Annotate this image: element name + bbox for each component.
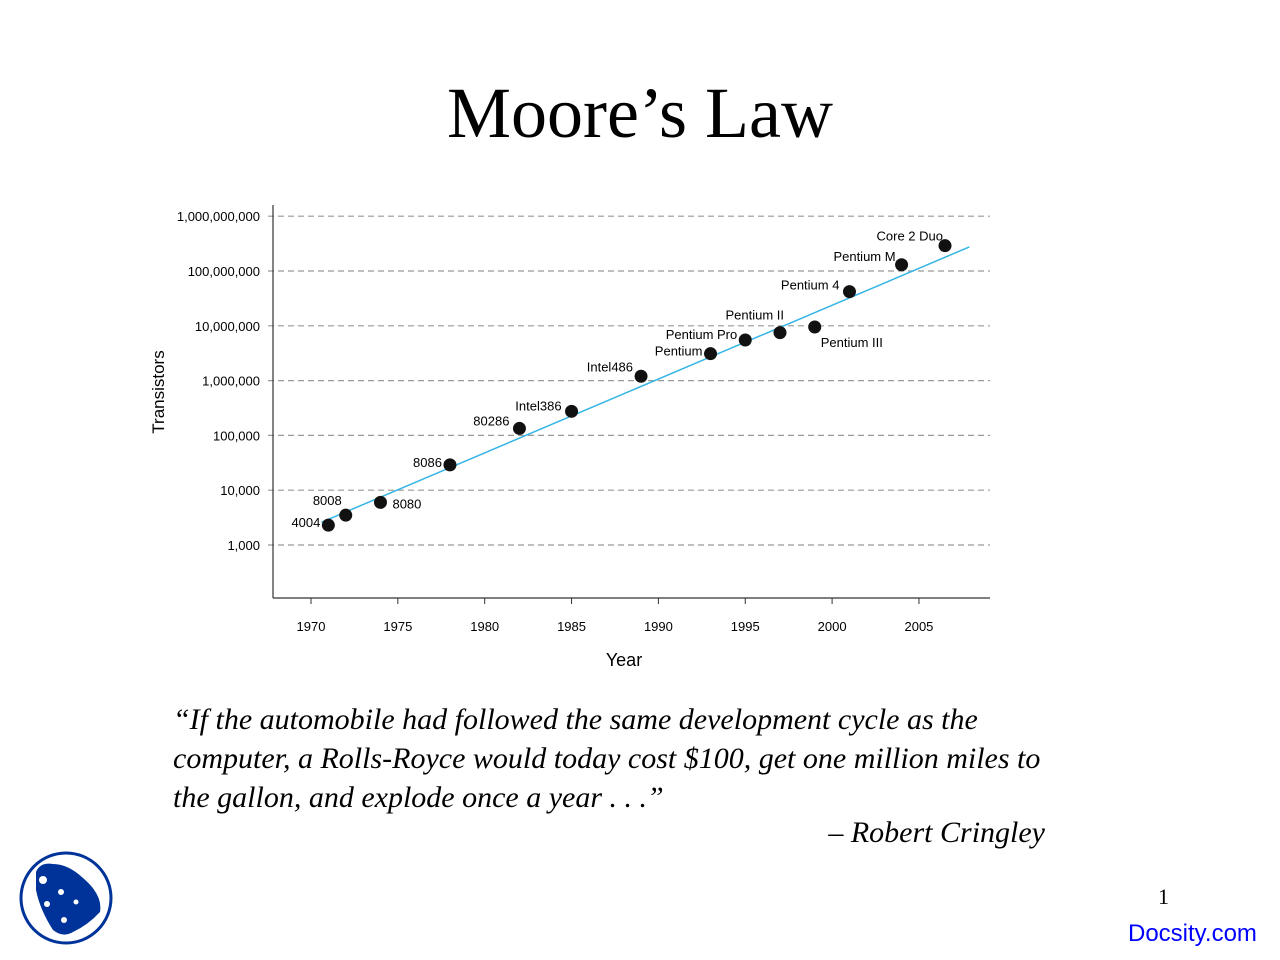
data-point bbox=[373, 495, 387, 509]
slide-title: Moore’s Law bbox=[447, 73, 833, 153]
data-label: 8086 bbox=[413, 455, 442, 470]
data-label: 4004 bbox=[291, 515, 320, 530]
data-label: Core 2 Duo bbox=[877, 229, 943, 244]
x-tick-label: 2005 bbox=[904, 619, 933, 634]
y-tick-label: 1,000,000,000 bbox=[177, 209, 260, 224]
y-tick-label: 1,000,000 bbox=[202, 374, 260, 389]
data-label: 8008 bbox=[313, 493, 342, 508]
data-point bbox=[565, 404, 579, 418]
data-point bbox=[773, 326, 787, 340]
data-point bbox=[938, 239, 952, 253]
x-axis-label: Year bbox=[606, 650, 642, 670]
quote-author: – Robert Cringley bbox=[828, 816, 1045, 849]
brand-link[interactable]: Docsity.com bbox=[1128, 920, 1257, 947]
data-label: Pentium bbox=[655, 344, 703, 359]
data-point bbox=[634, 369, 648, 383]
x-tick-label: 1995 bbox=[731, 619, 760, 634]
x-tick-label: 1980 bbox=[470, 619, 499, 634]
moores-law-chart: 1,000,000,000 100,000,000 10,000,000 1,000,… bbox=[149, 205, 990, 670]
x-tick-label: 1985 bbox=[557, 619, 586, 634]
data-point bbox=[443, 458, 457, 472]
y-tick-label: 1,000 bbox=[227, 538, 260, 553]
data-label: 80286 bbox=[473, 413, 509, 428]
docsity-logo-icon bbox=[19, 851, 113, 945]
x-tick-label: 1970 bbox=[297, 619, 326, 634]
y-tick-label: 100,000,000 bbox=[188, 264, 260, 279]
x-tick-label: 1975 bbox=[383, 619, 412, 634]
data-label: Pentium 4 bbox=[781, 278, 840, 293]
data-label: Pentium III bbox=[821, 335, 883, 350]
y-tick-label: 10,000 bbox=[220, 483, 260, 498]
y-tick-label: 10,000,000 bbox=[195, 319, 260, 334]
data-label: Pentium Pro bbox=[666, 327, 738, 342]
data-point bbox=[339, 508, 353, 522]
quote-text: “If the automobile had followed the same… bbox=[173, 703, 1041, 814]
page-number: 1 bbox=[1158, 884, 1169, 909]
data-label: Intel486 bbox=[587, 359, 633, 374]
data-point bbox=[808, 320, 822, 334]
trend-line bbox=[321, 246, 970, 523]
data-label: 8080 bbox=[392, 496, 421, 511]
data-label: Pentium II bbox=[725, 308, 784, 323]
data-point bbox=[842, 285, 856, 299]
data-point bbox=[738, 333, 752, 347]
data-point bbox=[321, 518, 335, 532]
data-point bbox=[895, 258, 909, 272]
y-tick-label: 100,000 bbox=[213, 428, 260, 443]
x-tick-label: 1990 bbox=[644, 619, 673, 634]
data-point bbox=[704, 347, 718, 361]
data-point bbox=[512, 421, 526, 435]
data-label: Intel386 bbox=[515, 398, 561, 413]
data-label: Pentium M bbox=[833, 249, 895, 264]
x-tick-label: 2000 bbox=[818, 619, 847, 634]
y-axis-label: Transistors bbox=[149, 350, 168, 433]
